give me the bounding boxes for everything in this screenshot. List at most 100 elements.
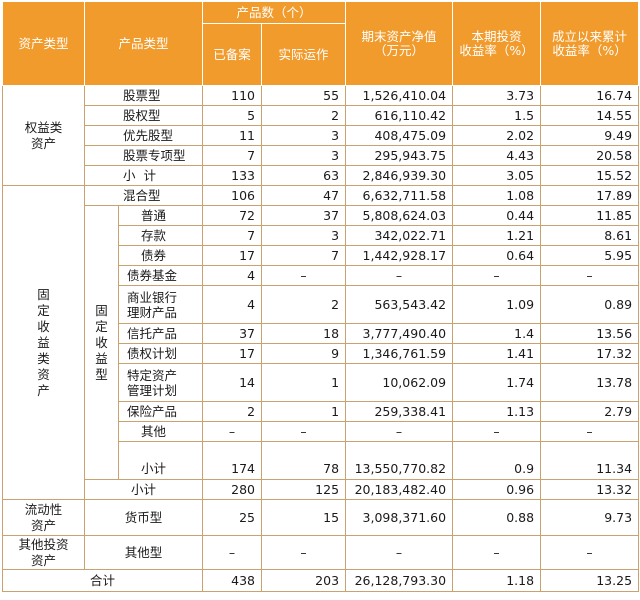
net-assets: 3,098,371.60	[345, 499, 454, 536]
period-return: 0.9	[452, 459, 542, 480]
cumulative-return: 0.89	[540, 285, 640, 324]
net-assets: 295,943.75	[345, 145, 454, 166]
operating-count: 55	[261, 85, 347, 106]
registered-count: 133	[202, 165, 263, 186]
header-registered: 已备案	[202, 23, 263, 86]
header-period-return: 本期投资 收益率（%）	[452, 1, 542, 86]
header-cumulative-return: 成立以来累计 收益率（%）	[540, 1, 640, 86]
table-row: 股票专项型 7 3 295,943.75 4.43 20.58	[3, 145, 640, 166]
operating-count: 63	[261, 165, 347, 186]
registered-count: 17	[202, 245, 263, 266]
cumulative-return: 11.34	[540, 459, 640, 480]
header-net-assets-line2: （万元）	[374, 42, 425, 58]
header-cumulative-return-line2: 收益率（%）	[552, 42, 627, 58]
cumulative-return: 15.52	[540, 165, 640, 186]
operating-count: 1	[261, 401, 347, 422]
header-operating: 实际运作	[261, 23, 347, 86]
period-return: 0.44	[452, 205, 542, 226]
registered-count: 174	[202, 459, 263, 480]
operating-count: 2	[261, 285, 347, 324]
registered-count: 14	[202, 363, 263, 402]
net-assets: 563,543.42	[345, 285, 454, 324]
operating-count: 7	[261, 245, 347, 266]
operating-count: 47	[261, 185, 347, 206]
operating-count: 3	[261, 145, 347, 166]
operating-count: 37	[261, 205, 347, 226]
period-return: 3.73	[452, 85, 542, 106]
operating-count: 3	[261, 125, 347, 146]
registered-count: 37	[202, 323, 263, 344]
spacer-cell	[345, 441, 454, 460]
spacer-row	[3, 441, 640, 460]
operating-count: 203	[261, 569, 347, 592]
cumulative-return: 9.73	[540, 499, 640, 536]
period-return: –	[452, 265, 542, 286]
subtotal-row: 小计 133 63 2,846,939.30 3.05 15.52	[3, 165, 640, 186]
period-return: 1.5	[452, 105, 542, 126]
operating-count: 18	[261, 323, 347, 344]
total-row: 合计 438 203 26,128,793.30 1.18 13.25	[1, 569, 640, 592]
period-return: 0.88	[452, 499, 542, 536]
registered-count: –	[202, 421, 263, 442]
period-return: –	[452, 535, 542, 570]
registered-count: 280	[202, 479, 263, 500]
header-period-return-line2: 收益率（%）	[459, 42, 534, 58]
table-row: 优先股型 11 3 408,475.09 2.02 9.49	[3, 125, 640, 146]
registered-count: 110	[202, 85, 263, 106]
table-row: 权益类 资产 股票型 110 55 1,526,410.04 3.73 16.7…	[2, 85, 640, 186]
product-subtype: 债券	[117, 245, 204, 266]
registered-count: 4	[202, 265, 263, 286]
table-row: 其他投资 资产 其他型 – – – – –	[2, 535, 640, 570]
cumulative-return: –	[540, 421, 640, 442]
product-type: 货币型	[83, 499, 204, 536]
product-type: 其他型	[83, 535, 204, 570]
registered-count: 7	[202, 225, 263, 246]
registered-count: 106	[202, 185, 263, 206]
period-return: 3.05	[452, 165, 542, 186]
period-return: 1.74	[452, 363, 542, 402]
net-assets: 616,110.42	[345, 105, 454, 126]
cumulative-return: 16.74	[540, 85, 640, 106]
period-return: 1.4	[452, 323, 542, 344]
net-assets: 20,183,482.40	[345, 479, 454, 500]
net-assets: 342,022.71	[345, 225, 454, 246]
table-row: 其他 – – – – –	[3, 421, 640, 442]
net-assets: –	[345, 421, 454, 442]
product-subtype: 信托产品	[117, 323, 204, 344]
registered-count: –	[202, 535, 263, 570]
subtotal-label: 小计	[83, 479, 204, 500]
net-assets: 26,128,793.30	[345, 569, 454, 592]
cumulative-return: 8.61	[540, 225, 640, 246]
net-assets: 6,632,711.58	[345, 185, 454, 206]
cumulative-return: 2.79	[540, 401, 640, 422]
spacer-cell	[261, 441, 347, 460]
asset-type-liquidity: 流动性 资产	[2, 499, 85, 536]
product-type: 混合型	[83, 185, 204, 206]
net-assets: –	[345, 265, 454, 286]
product-subtype: 商业银行 理财产品	[117, 285, 204, 324]
operating-count: 1	[261, 363, 347, 402]
cumulative-return: 13.56	[540, 323, 640, 344]
cumulative-return: 13.25	[540, 569, 640, 592]
operating-count: –	[261, 421, 347, 442]
net-assets: 10,062.09	[345, 363, 454, 402]
product-subtype: 债券基金	[117, 265, 204, 286]
spacer-cell	[452, 441, 542, 460]
table-row: 债权计划 17 9 1,346,761.59 1.41 17.32	[3, 343, 640, 364]
net-assets: –	[345, 535, 454, 570]
net-assets: 13,550,770.82	[345, 459, 454, 480]
operating-count: –	[261, 535, 347, 570]
product-subtype: 普通	[117, 205, 204, 226]
cumulative-return: 17.32	[540, 343, 640, 364]
product-subtype: 存款	[117, 225, 204, 246]
period-return: 0.64	[452, 245, 542, 266]
table-row: 固 定 收 益 型 普通 72 37 5,808,624.03 0.44 11.…	[3, 205, 640, 480]
product-subtype: 特定资产 管理计划	[117, 363, 204, 402]
registered-count: 4	[202, 285, 263, 324]
subtotal-label: 小计	[83, 165, 204, 186]
table-row: 流动性 资产 货币型 25 15 3,098,371.60 0.88 9.73	[2, 499, 640, 536]
net-assets: 1,346,761.59	[345, 343, 454, 364]
spacer-cell	[117, 441, 204, 460]
registered-count: 25	[202, 499, 263, 536]
table-row: 存款 7 3 342,022.71 1.21 8.61	[3, 225, 640, 246]
